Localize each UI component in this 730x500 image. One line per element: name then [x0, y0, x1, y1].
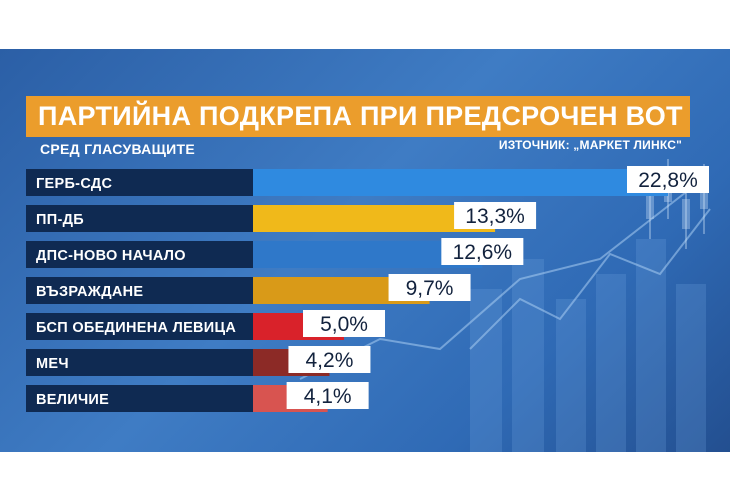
- chart-title: ПАРТИЙНА ПОДКРЕПА ПРИ ПРЕДСРОЧЕН ВОТ: [26, 96, 690, 137]
- category-label: БСП ОБЕДИНЕНА ЛЕВИЦА: [36, 320, 236, 336]
- chart-subtitle: СРЕД ГЛАСУВАЩИТЕ: [40, 141, 195, 157]
- value-label-bg: [286, 382, 369, 409]
- value-label: 22,8%: [638, 169, 698, 192]
- value-label: 12,6%: [453, 241, 513, 264]
- category-label-bg: [26, 241, 253, 268]
- bar-chart: ГЕРБ-СДС 22,8% ПП-ДБ 13,3% ДПС-НОВО НАЧАЛО 12…: [26, 166, 709, 412]
- chart-source: ИЗТОЧНИК: „МАРКЕТ ЛИНКС": [498, 138, 682, 152]
- value-label: 9,7%: [406, 277, 454, 300]
- value-label: 13,3%: [465, 205, 525, 228]
- category-label: МЕЧ: [36, 356, 69, 372]
- category-label: ВЕЛИЧИЕ: [36, 392, 109, 408]
- value-label-bg: [288, 346, 371, 373]
- chart-panel: ПАРТИЙНА ПОДКРЕПА ПРИ ПРЕДСРОЧЕН ВОТ СРЕ…: [0, 49, 730, 452]
- category-label: ВЪЗРАЖДАНЕ: [36, 284, 143, 300]
- category-label: ГЕРБ-СДС: [36, 176, 113, 192]
- value-label-bg: [303, 310, 386, 337]
- bar: [253, 169, 668, 196]
- category-label-bg: [26, 349, 253, 376]
- value-label: 4,1%: [304, 385, 352, 408]
- value-label-bg: [454, 202, 537, 229]
- category-label-bg: [26, 205, 253, 232]
- value-label-bg: [388, 274, 471, 301]
- category-label: ПП-ДБ: [36, 212, 84, 228]
- value-label: 4,2%: [306, 349, 354, 372]
- value-label: 5,0%: [320, 313, 368, 336]
- category-label-bg: [26, 169, 253, 196]
- value-label-bg: [441, 238, 524, 265]
- category-label-bg: [26, 313, 253, 340]
- category-label-bg: [26, 385, 253, 412]
- value-label-bg: [627, 166, 709, 193]
- category-label-bg: [26, 277, 253, 304]
- category-label: ДПС-НОВО НАЧАЛО: [36, 248, 186, 264]
